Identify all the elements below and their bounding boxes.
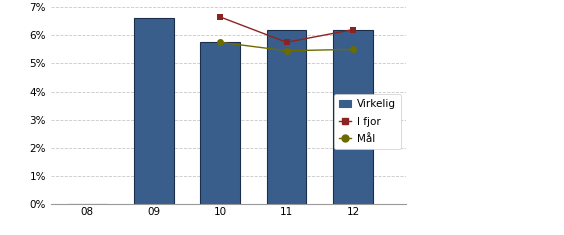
Legend: Virkelig, I fjor, Mål: Virkelig, I fjor, Mål [334, 94, 401, 149]
Bar [333, 30, 373, 204]
Bar [134, 18, 174, 204]
Bar [200, 42, 240, 204]
Bar [267, 30, 306, 204]
